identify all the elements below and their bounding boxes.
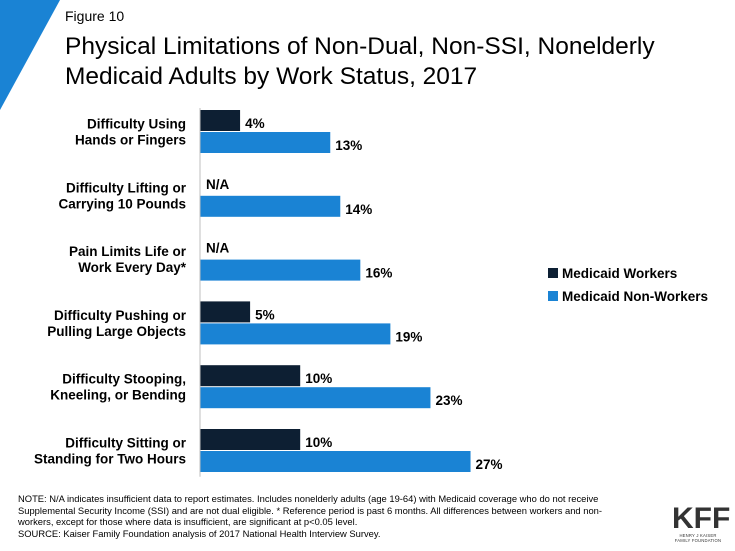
data-label: 5% — [255, 307, 275, 322]
data-label: 23% — [435, 393, 462, 408]
bar-medicaid-workers — [200, 365, 301, 387]
chart-title: Physical Limitations of Non-Dual, Non-SS… — [65, 32, 725, 92]
category-label: Difficulty Stooping, Kneeling, or Bending — [50, 372, 186, 403]
data-label: N/A — [206, 241, 230, 256]
bar-medicaid-workers — [200, 110, 241, 131]
category-label: Difficulty Sitting or Standing for Two Ho… — [34, 436, 187, 467]
data-label: 4% — [245, 116, 265, 131]
source-line: SOURCE: Kaiser Family Foundation analysi… — [18, 527, 381, 539]
figure-label: Figure 10 — [65, 8, 125, 24]
legend-label: Medicaid Non-Workers — [562, 289, 708, 304]
chart-title-line: Physical Limitations of Non-Dual, Non-SS… — [65, 33, 655, 60]
bar-medicaid-non-workers — [200, 195, 341, 217]
note-line: workers, except for those where data is … — [18, 516, 358, 528]
category-label: Difficulty Pushing or Pulling Large Objec… — [47, 308, 187, 339]
corner-accent-triangle — [0, 0, 60, 110]
note-line: Supplemental Security Income (SSI) and a… — [18, 504, 603, 516]
bar-medicaid-workers — [200, 301, 251, 323]
legend-swatch — [548, 291, 558, 301]
category-label: Difficulty Lifting or Carrying 10 Pounds — [58, 180, 186, 211]
logo-subtitle: HENRY J KAISER — [679, 533, 717, 538]
data-label: 10% — [305, 435, 332, 450]
data-label: 27% — [476, 457, 503, 472]
logo-subtitle: FAMILY FOUNDATION — [674, 538, 722, 543]
footnotes: NOTE: N/A indicates insufficient data to… — [18, 493, 658, 539]
bar-medicaid-non-workers — [200, 259, 361, 281]
category-label: Difficulty Using Hands or Fingers — [75, 117, 186, 148]
data-label: 16% — [365, 266, 392, 281]
bar-medicaid-non-workers — [200, 132, 331, 153]
data-label: 10% — [305, 371, 332, 386]
data-label: N/A — [206, 177, 230, 192]
bar-chart: Difficulty Using Hands or Fingers 4% 13% Dif… — [34, 108, 708, 477]
chart-title-line: Medicaid Adults by Work Status, 2017 — [65, 63, 478, 90]
bar-medicaid-non-workers — [200, 451, 471, 472]
legend-label: Medicaid Workers — [562, 266, 677, 281]
data-label: 13% — [335, 138, 362, 153]
category-label: Pain Limits Life or Work Every Day* — [69, 244, 187, 275]
legend-swatch — [548, 268, 558, 278]
note-line: NOTE: N/A indicates insufficient data to… — [18, 493, 599, 504]
logo-mark: KFF — [672, 502, 731, 535]
bar-medicaid-non-workers — [200, 387, 431, 409]
data-label: 14% — [345, 202, 372, 217]
bar-medicaid-workers — [200, 429, 301, 450]
data-label: 19% — [395, 329, 422, 344]
bar-medicaid-non-workers — [200, 323, 391, 345]
kff-logo: KFF HENRY J KAISER FAMILY FOUNDATION — [672, 502, 731, 544]
